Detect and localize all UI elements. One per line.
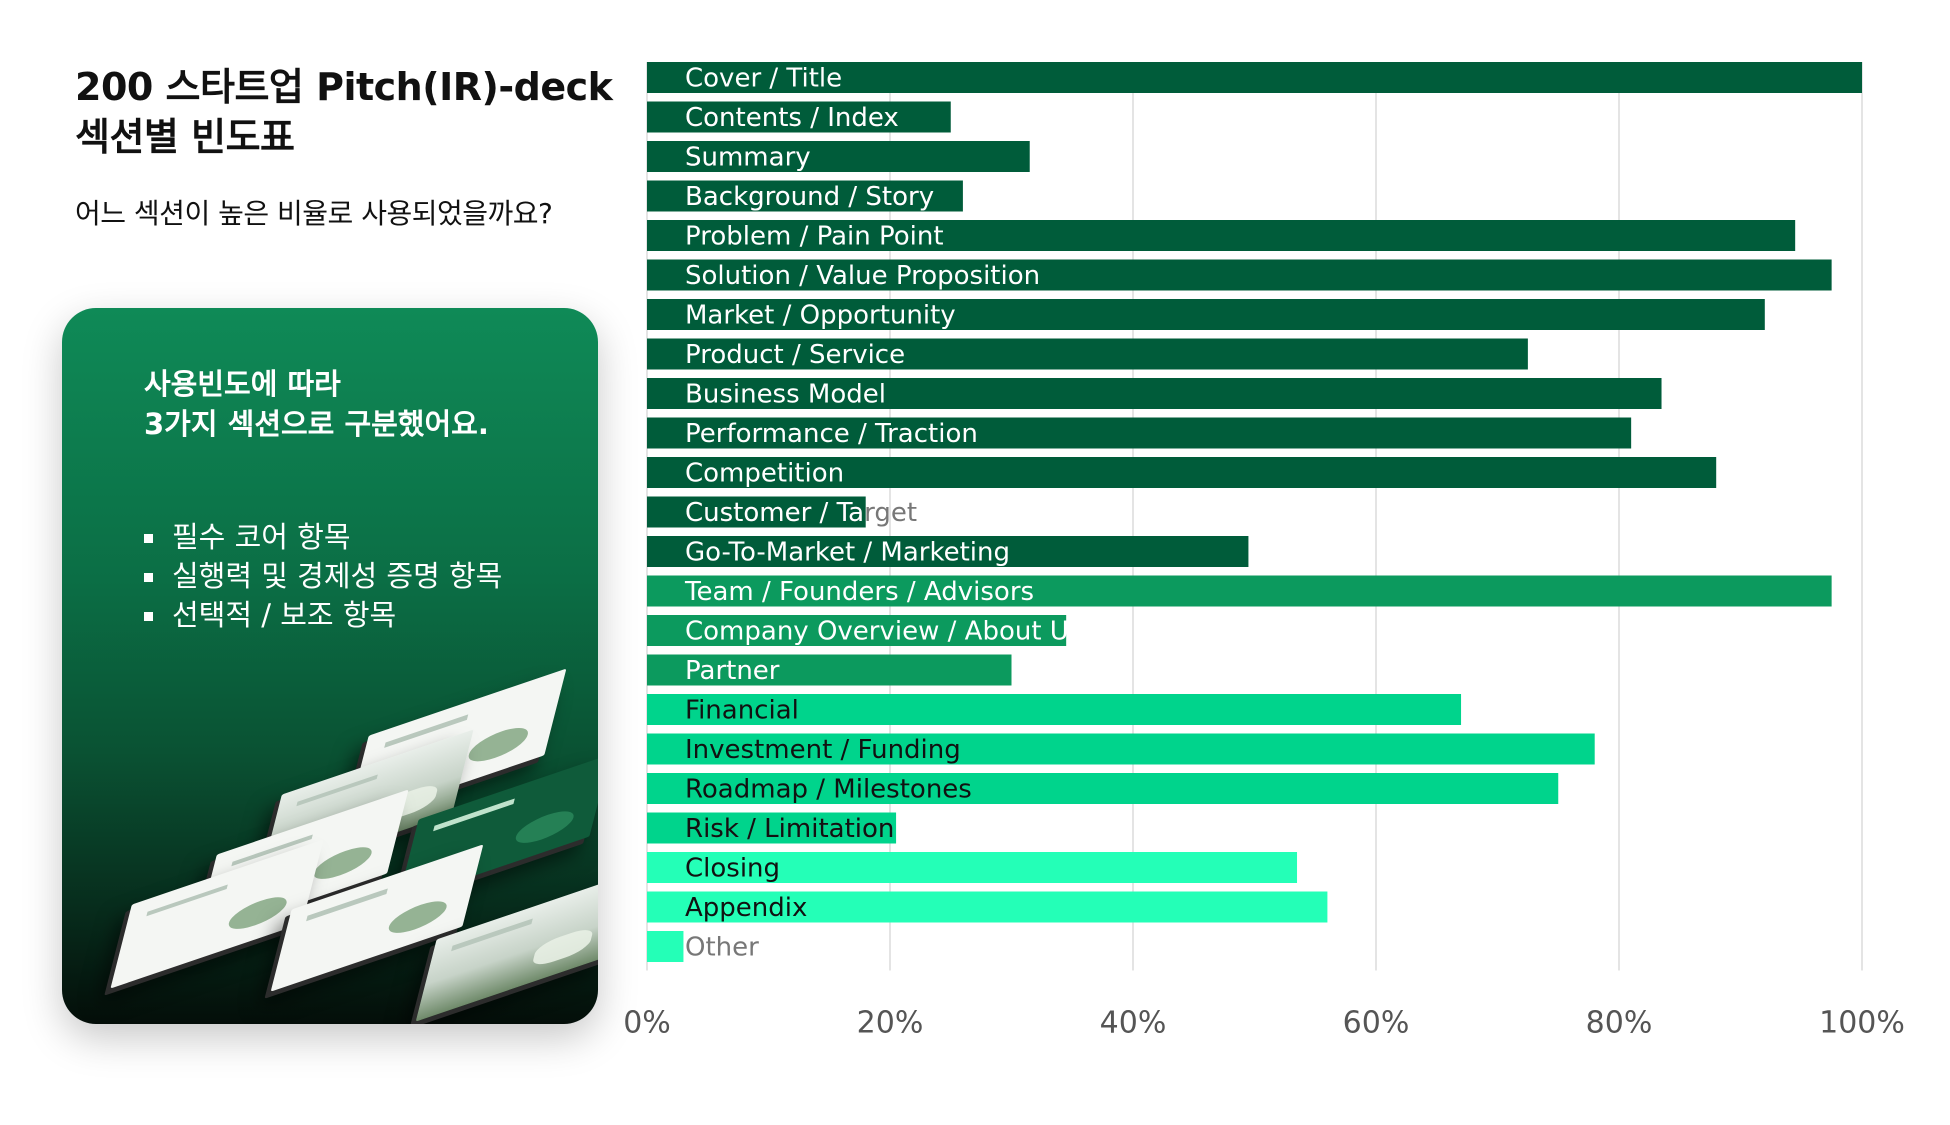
bar — [647, 496, 866, 528]
bar-label: Roadmap / Milestones — [685, 775, 972, 805]
bar-label: Team / Founders / Advisors — [684, 577, 1034, 607]
category-item-optional: 선택적 / 보조 항목 — [144, 596, 502, 635]
category-item-execution: 실행력 및 경제성 증명 항목 — [144, 557, 502, 596]
bar-label-inside: Risk / Limitation — [685, 814, 894, 844]
bar — [647, 259, 1832, 291]
bar — [647, 891, 1328, 923]
bar — [647, 812, 897, 844]
bar-label-inside: Contents / Index — [685, 103, 899, 133]
bar-label: Other — [685, 933, 759, 963]
bar — [647, 694, 1462, 725]
bar-label: Market / Opportunity — [685, 301, 956, 331]
bar — [647, 654, 1012, 686]
bar-label: Performance / Traction — [685, 419, 978, 449]
bar — [647, 773, 1559, 804]
bar-label-inside: Customer / Target — [685, 498, 917, 528]
bar — [647, 457, 1717, 488]
bar-label: Contents / Index — [685, 103, 899, 133]
x-tick-label: 100% — [1819, 1006, 1905, 1041]
bar-label: Appendix — [685, 893, 807, 923]
info-card: 사용빈도에 따라 3가지 섹션으로 구분했어요. 필수 코어 항목 실행력 및 … — [62, 308, 598, 1024]
card-heading-line1: 사용빈도에 따라 — [144, 367, 341, 401]
bar-label: Competition — [685, 459, 844, 489]
bar-label: Financial — [685, 696, 799, 726]
bar-label: Go-To-Market / Marketing — [685, 538, 1010, 568]
bar-label: Product / Service — [685, 340, 905, 370]
bar-label: Customer / Target — [685, 498, 917, 528]
bar-label: Business Model — [685, 380, 886, 410]
bar — [647, 615, 1067, 646]
bar — [647, 101, 951, 133]
bar-label: Risk / Limitation — [685, 814, 894, 844]
page-subtitle: 어느 섹션이 높은 비율로 사용되었을까요? — [75, 197, 553, 230]
x-tick-label: 20% — [857, 1006, 924, 1041]
bar — [647, 536, 1249, 567]
bar-label: Summary — [685, 143, 811, 173]
bar-label: Background / Story — [685, 182, 934, 212]
card-heading: 사용빈도에 따라 3가지 섹션으로 구분했어요. — [144, 364, 489, 444]
x-tick-label: 40% — [1100, 1006, 1167, 1041]
title-block: 200 스타트업 Pitch(IR)-deck 섹션별 빈도표 — [75, 62, 635, 162]
bar-label: Solution / Value Proposition — [685, 261, 1040, 291]
bar — [647, 220, 1796, 251]
bar-label: Company Overview / About Us — [685, 617, 1082, 647]
bar — [647, 417, 1632, 449]
bar — [647, 338, 1528, 370]
bar-label: Problem / Pain Point — [685, 222, 944, 252]
bar-label: Cover / Title — [685, 64, 842, 94]
bar — [647, 733, 1595, 765]
bar — [647, 299, 1765, 330]
x-tick-label: 60% — [1343, 1006, 1410, 1041]
x-tick-label: 80% — [1586, 1006, 1653, 1041]
section-category-list: 필수 코어 항목 실행력 및 경제성 증명 항목 선택적 / 보조 항목 — [144, 518, 502, 635]
x-tick-label: 0% — [623, 1006, 671, 1041]
bar — [647, 575, 1832, 607]
bar — [647, 931, 684, 962]
bar — [647, 141, 1030, 172]
bar-label: Closing — [685, 854, 780, 884]
bar-label-inside: Background / Story — [685, 182, 934, 212]
bar-label: Partner — [685, 656, 780, 686]
card-heading-line2: 3가지 섹션으로 구분했어요. — [144, 407, 489, 441]
bar-label-inside: Partner — [685, 656, 780, 686]
bar — [647, 180, 963, 212]
bar — [647, 378, 1662, 409]
bar — [647, 852, 1298, 883]
page-title-line2: 섹션별 빈도표 — [75, 115, 295, 159]
category-item-core: 필수 코어 항목 — [144, 518, 502, 557]
bar-label: Investment / Funding — [685, 735, 961, 765]
bar — [647, 62, 1862, 93]
page-title: 200 스타트업 Pitch(IR)-deck — [75, 65, 613, 109]
bar-label-inside: Summary — [685, 143, 811, 173]
